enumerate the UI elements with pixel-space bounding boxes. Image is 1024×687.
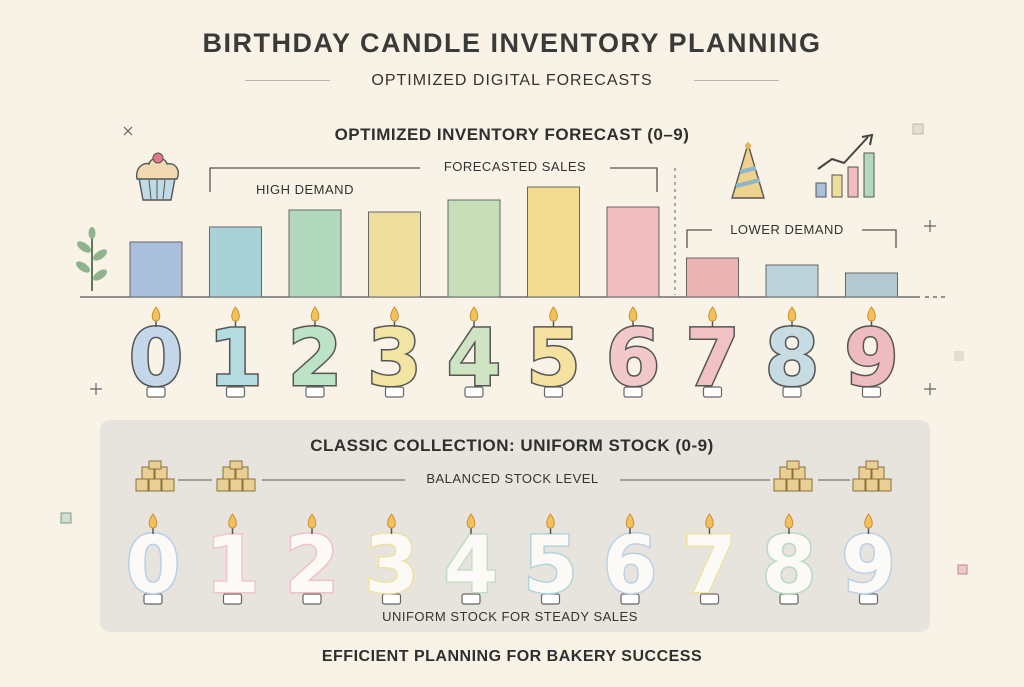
uniform-stock-label: UNIFORM STOCK FOR STEADY SALES [382,609,638,624]
lower-bracket-right [862,229,897,248]
candle-digit-label: 8 [765,314,819,404]
subtitle-rule-right [694,80,779,81]
candle-digit-label: 2 [288,314,342,404]
bar-1 [209,226,262,298]
candle-digit-label: 4 [444,521,498,611]
stock-boxes-icon [773,460,813,492]
candle-digit-label: 0 [126,521,180,611]
classic-candle-9: 9 [840,513,897,613]
forecast-candle-5: 5 [525,306,582,406]
lower-bracket-left [686,229,712,248]
candle-digit-label: 0 [129,314,183,404]
forecast-candle-2: 2 [286,306,344,406]
plant-icon [76,227,107,291]
bar-4 [447,199,501,298]
confetti-square-2 [954,351,964,361]
classic-candle-2: 2 [283,513,341,613]
forecast-candle-3: 3 [366,306,423,406]
forecast-candle-1: 1 [207,306,264,406]
candle-digit-label: 1 [205,521,259,611]
classic-candle-6: 6 [601,513,659,613]
candle-digit-label: 6 [603,521,657,611]
forecast-candle-9: 9 [843,306,900,406]
candle-digit-label: 4 [447,314,501,404]
classic-candle-4: 4 [442,513,500,613]
candle-digit-label: 6 [606,314,660,404]
candle-digit-label: 9 [844,314,898,404]
classic-candle-0: 0 [124,513,182,613]
stock-boxes-icon [216,460,256,492]
cupcake-icon [136,152,179,201]
stock-boxes-icon [135,460,175,492]
bar-0 [129,241,183,298]
classic-candle-3: 3 [363,513,420,613]
forecast-bracket-left [209,167,420,192]
forecast-candle-4: 4 [445,306,503,406]
confetti-square-3 [60,512,72,524]
candle-digit-label: 7 [685,314,739,404]
candle-digit-label: 2 [285,521,339,611]
sparkle-icons [90,126,936,395]
high-demand-label: HIGH DEMAND [256,182,354,197]
page-subtitle: OPTIMIZED DIGITAL FORECASTS [371,72,653,89]
forecast-candle-8: 8 [763,306,821,406]
forecast-bracket-right [610,167,658,192]
subtitle-rule-left [245,80,330,81]
bar-2 [288,209,342,298]
forecasted-sales-label: FORECASTED SALES [420,159,610,174]
candle-digit-label: 9 [841,521,895,611]
footer-text: EFFICIENT PLANNING FOR BAKERY SUCCESS [321,648,703,665]
classic-candle-5: 5 [522,513,579,613]
candle-digit-label: 8 [762,521,816,611]
candle-digit-label: 5 [526,314,580,404]
candle-digit-label: 3 [367,314,421,404]
party-hat-icon [731,141,765,199]
forecast-candle-7: 7 [684,306,741,406]
classic-candle-7: 7 [681,513,738,613]
classic-candle-8: 8 [760,513,818,613]
bar-8 [765,264,819,298]
candle-digit-label: 1 [208,314,262,404]
bar-6 [606,206,660,298]
bar-5 [527,186,580,298]
forecast-candle-0: 0 [127,306,185,406]
classic-collection-title: CLASSIC COLLECTION: UNIFORM STOCK (0-9) [310,436,714,455]
balanced-stock-label: BALANCED STOCK LEVEL [405,471,620,486]
forecast-candle-6: 6 [604,306,662,406]
bar-9 [845,272,898,298]
classic-candle-1: 1 [204,513,261,613]
bar-7 [686,257,739,298]
candle-digit-label: 3 [364,521,418,611]
lower-demand-label: LOWER DEMAND [712,222,862,237]
confetti-square-4 [957,564,968,575]
bar-3 [368,211,421,298]
candle-digit-label: 7 [682,521,736,611]
stock-boxes-icon [852,460,892,492]
page-title: BIRTHDAY CANDLE INVENTORY PLANNING [202,28,822,58]
candle-digit-label: 5 [523,521,577,611]
confetti-square [912,123,924,135]
growth-chart-icon [815,133,875,198]
forecast-chart-title: OPTIMIZED INVENTORY FORECAST (0–9) [334,125,690,144]
